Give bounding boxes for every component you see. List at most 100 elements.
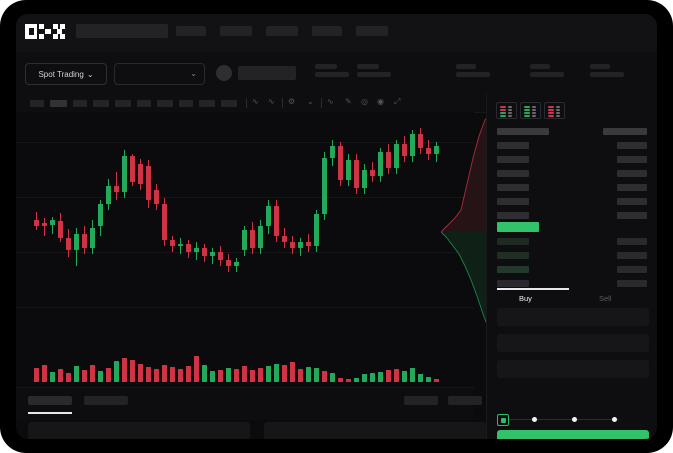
fullscreen-icon[interactable]: ⤢ [394,97,401,106]
indicator-icon[interactable]: ∿ [252,97,259,106]
pair-selector[interactable]: ⌄ [114,63,205,85]
chevron-down-icon[interactable]: ⌄ [307,97,314,106]
bottom-panel-left[interactable] [28,422,250,439]
compare-icon[interactable]: ∿ [268,97,275,106]
volume-bar [210,371,215,382]
step-1[interactable] [497,414,509,426]
order-book-row[interactable] [497,212,529,219]
chevron-down-icon: ⌄ [190,69,197,78]
nav-item-5[interactable] [356,26,388,36]
volume-bar [90,365,95,382]
orderbook-view-asks-line [556,109,560,111]
volume-bar [218,370,223,382]
market-type-dropdown[interactable]: Spot Trading ⌄ [25,63,107,85]
orderbook-view-both[interactable] [496,102,517,119]
candle-wick [180,238,181,254]
order-book-row[interactable] [497,184,529,191]
candle-body [258,226,263,248]
volume-bar [82,370,87,382]
candle-body [114,186,119,192]
volume-bar [274,364,279,382]
order-book-row[interactable] [497,128,549,135]
interval-8[interactable] [179,100,193,107]
interval-2[interactable] [50,100,67,107]
order-book-row[interactable] [497,156,529,163]
order-book-row[interactable] [497,170,529,177]
volume-bar [330,373,335,382]
order-book-row[interactable] [497,266,529,273]
candle-body [314,214,319,246]
orderbook-view-bids[interactable] [520,102,541,119]
bottom-tab-open-orders[interactable] [28,396,72,405]
candle-body [266,206,271,226]
interval-6[interactable] [137,100,151,107]
tab-buy[interactable]: Buy [519,294,532,303]
bottom-tab-order-history[interactable] [84,396,128,405]
orderbook-view-bids-line [532,115,536,117]
candle-body [282,236,287,242]
stepper-connector [507,419,619,420]
order-book-row[interactable] [497,280,529,287]
tab-sell[interactable]: Sell [599,294,612,303]
orderbook-view-asks-line [548,106,554,108]
interval-7[interactable] [157,100,173,107]
volume-bar [378,372,383,382]
order-book-row[interactable] [497,252,529,259]
step-3[interactable] [572,417,577,422]
interval-1[interactable] [30,100,44,107]
bottom-action-1[interactable] [404,396,438,405]
chart-type-icon[interactable]: ∿ [327,97,334,106]
candle-body [370,170,375,176]
submit-order-button[interactable] [497,430,649,439]
amount-field[interactable] [497,334,649,352]
candle-body [98,204,103,226]
stat-24h-volume-label [590,64,610,69]
nav-item-1[interactable] [176,26,206,36]
stat-24h-high-label [456,64,476,69]
alert-icon[interactable]: ◉ [377,97,384,106]
nav-item-4[interactable] [312,26,342,36]
volume-bar [226,368,231,382]
pair-name-placeholder [238,66,296,80]
okx-logo[interactable] [25,24,67,39]
order-book-row[interactable] [497,198,529,205]
volume-bar [266,366,271,382]
candle-body [226,260,231,266]
volume-bar [98,371,103,382]
volume-bar [50,372,55,382]
interval-3[interactable] [73,100,87,107]
nav-item-2[interactable] [220,26,252,36]
interval-10[interactable] [221,100,237,107]
candle-body [346,160,351,180]
price-field[interactable] [497,308,649,326]
total-field[interactable] [497,360,649,378]
order-book-row[interactable] [497,238,529,245]
step-2[interactable] [532,417,537,422]
order-book-row[interactable] [497,142,529,149]
bottom-action-2[interactable] [448,396,482,405]
orderbook-view-asks[interactable] [544,102,565,119]
stat-24h-high [456,64,490,77]
orderbook-view-asks-line [556,115,560,117]
interval-9[interactable] [199,100,215,107]
candle-body [218,252,223,260]
order-book-panel: Buy Sell [486,94,657,439]
volume-bar [122,358,127,382]
orderbook-view-both-line [500,109,506,111]
price-chart[interactable] [16,112,474,387]
interval-4[interactable] [93,100,109,107]
orderbook-last-price-row[interactable] [497,222,539,232]
volume-bar [42,365,47,382]
nav-item-3[interactable] [266,26,298,36]
search-input[interactable] [76,24,168,38]
settings-icon[interactable]: ⚙ [288,97,296,106]
camera-icon[interactable]: ◎ [361,97,368,106]
step-4[interactable] [612,417,617,422]
interval-5[interactable] [115,100,131,107]
volume-bar [202,365,207,382]
draw-icon[interactable]: ✎ [345,97,352,106]
candle-body [330,146,335,158]
candle-body [242,230,247,250]
bottom-panel-right[interactable] [264,422,486,439]
